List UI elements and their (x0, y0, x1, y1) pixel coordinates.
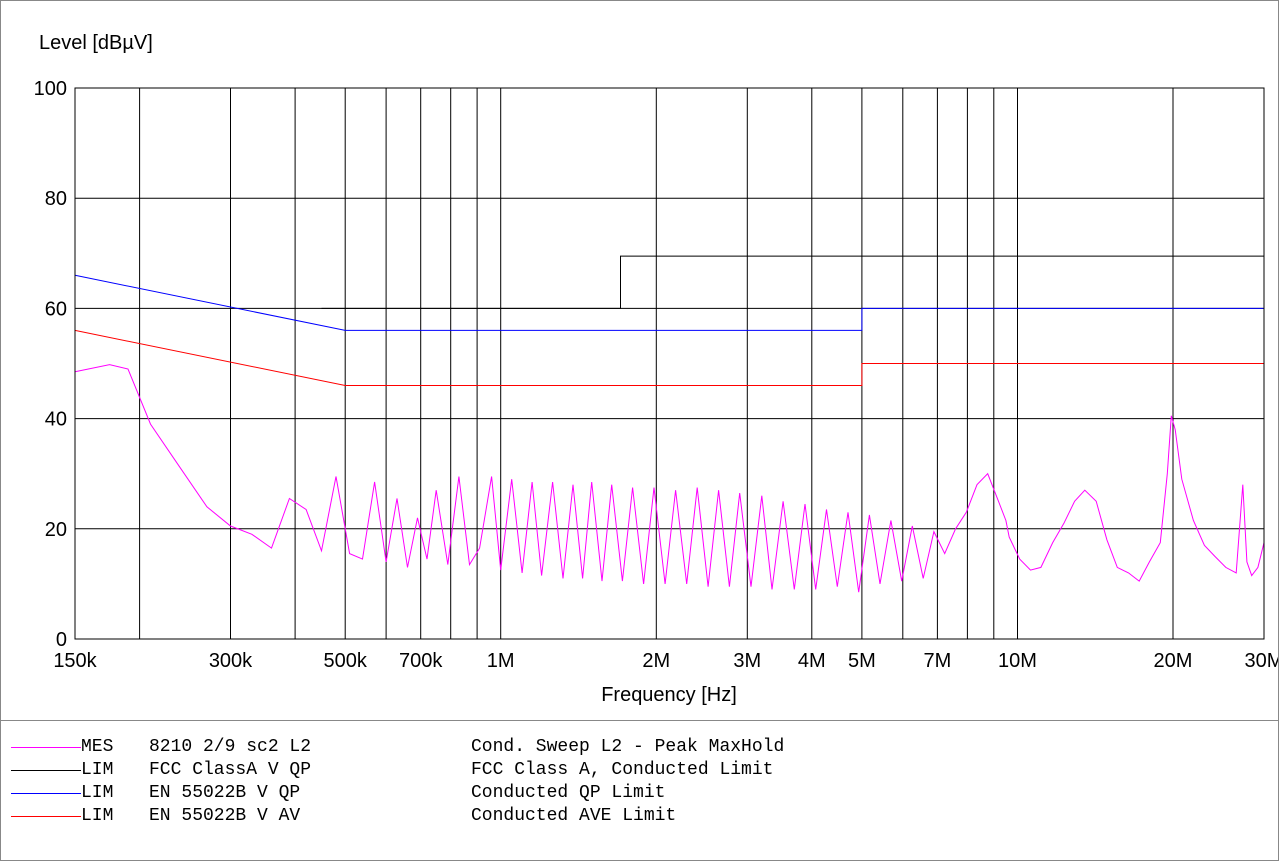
x-tick-label: 3M (733, 650, 761, 672)
series-line-lim-1 (321, 255, 1264, 309)
x-tick-labels: 150k 300k 500k 700k 1M 2M 3M 4M 5M 7M 10M 20M 30M (53, 650, 1279, 672)
y-tick-label: 0 (56, 629, 67, 651)
legend-description: Conducted QP Limit (471, 783, 666, 803)
legend-kind: LIM (81, 806, 114, 826)
legend-description: FCC Class A, Conducted Limit (471, 760, 774, 780)
y-tick-label: 40 (45, 409, 67, 431)
legend-swatch-line (11, 747, 81, 748)
plot-frame (74, 87, 1265, 640)
x-tick-label: 500k (324, 650, 368, 672)
legend-series-name: EN 55022B V QP (149, 783, 301, 803)
legend-item-fcc-limit: LIM FCC ClassA V QP FCC Class A, Conduct… (9, 760, 773, 783)
x-tick-label: 30M (1245, 650, 1279, 672)
series-layer (74, 255, 1265, 593)
legend-description: Cond. Sweep L2 - Peak MaxHold (471, 737, 785, 757)
legend-divider (1, 720, 1278, 721)
series-line-lim-2 (74, 274, 1264, 331)
legend-series-name: EN 55022B V AV (149, 806, 301, 826)
y-tick-labels: 0 20 40 60 80 100 (34, 78, 67, 651)
y-tick-label: 80 (45, 188, 67, 210)
legend-series-name: 8210 2/9 sc2 L2 (149, 737, 312, 757)
legend-swatch-line (11, 793, 81, 794)
y-tick-label: 100 (34, 78, 67, 100)
x-tick-label: 7M (924, 650, 952, 672)
x-tick-label: 150k (53, 650, 97, 672)
x-tick-label: 10M (998, 650, 1037, 672)
series-line-lim-3 (74, 329, 1264, 386)
legend-description: Conducted AVE Limit (471, 806, 677, 826)
x-tick-label: 300k (209, 650, 253, 672)
legend-kind: LIM (81, 783, 114, 803)
legend-item-qp-limit: LIM EN 55022B V QP Conducted QP Limit (9, 783, 665, 806)
legend-item-av-limit: LIM EN 55022B V AV Conducted AVE Limit (9, 806, 676, 829)
x-tick-label: 20M (1154, 650, 1193, 672)
legend-kind: MES (81, 737, 114, 757)
x-axis-title: Frequency [Hz] (601, 684, 737, 706)
legend-item-mes: MES 8210 2/9 sc2 L2 Cond. Sweep L2 - Pea… (9, 737, 784, 760)
legend-series-name: FCC ClassA V QP (149, 760, 312, 780)
x-tick-label: 700k (399, 650, 443, 672)
x-tick-label: 1M (487, 650, 515, 672)
x-tick-label: 2M (642, 650, 670, 672)
emission-chart: Level [dBµV] 0 20 40 60 80 100 150k 300k 500k 70… (34, 32, 1279, 706)
x-tick-label: 4M (798, 650, 826, 672)
legend: MES 8210 2/9 sc2 L2 Cond. Sweep L2 - Pea… (9, 737, 784, 829)
y-axis-title: Level [dBµV] (39, 32, 153, 54)
y-tick-label: 20 (45, 519, 67, 541)
legend-swatch-line (11, 816, 81, 817)
series-line-mes-0 (74, 364, 1265, 593)
y-tick-label: 60 (45, 298, 67, 320)
x-tick-label: 5M (848, 650, 876, 672)
legend-kind: LIM (81, 760, 114, 780)
legend-swatch-line (11, 770, 81, 771)
